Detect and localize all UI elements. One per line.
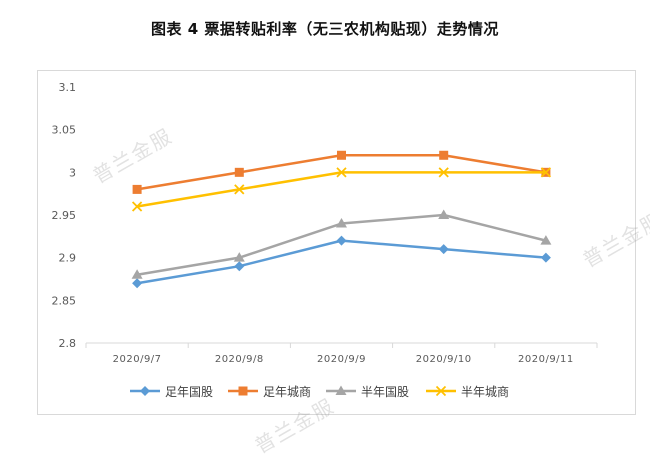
x-tick-label: 2020/9/8 — [215, 354, 264, 365]
data-point — [438, 209, 450, 219]
data-point — [439, 150, 449, 160]
y-tick-label: 2.9 — [59, 252, 77, 265]
data-point — [132, 184, 142, 194]
data-point — [540, 235, 552, 245]
data-point — [131, 269, 143, 279]
data-point — [234, 184, 245, 195]
y-tick-label: 2.8 — [59, 337, 77, 350]
x-tick-label: 2020/9/7 — [113, 354, 162, 365]
legend-label: 足年城商 — [263, 384, 311, 399]
legend-marker — [335, 385, 347, 395]
chart-frame — [37, 70, 636, 415]
legend-marker — [238, 386, 248, 396]
legend-label: 半年国股 — [361, 385, 409, 399]
data-point — [336, 167, 347, 178]
y-tick-label: 3 — [69, 166, 76, 179]
legend-label: 半年城商 — [461, 384, 509, 399]
legend-label: 足年国股 — [165, 385, 213, 399]
data-point — [131, 201, 143, 212]
x-tick-label: 2020/9/10 — [416, 354, 472, 365]
x-tick-label: 2020/9/9 — [317, 354, 366, 365]
y-tick-label: 3.1 — [59, 81, 77, 94]
data-point — [540, 167, 552, 178]
data-point — [337, 150, 346, 160]
y-tick-label: 3.05 — [52, 124, 77, 137]
line-chart: 2.8 2.85 2.9 2.95 3 3.05 3.1 2020/9/7 2020/9/8 20… — [52, 81, 598, 399]
y-tick-label: 2.85 — [52, 294, 77, 307]
data-point — [438, 244, 449, 255]
data-point — [234, 167, 244, 177]
legend-marker — [140, 386, 150, 396]
data-point — [132, 278, 143, 289]
data-point — [438, 167, 449, 178]
chart-title: 图表 4 票据转贴利率（无三农机构贴现）走势情况 — [151, 20, 499, 38]
data-point — [336, 218, 347, 228]
data-point — [540, 252, 551, 263]
data-point — [233, 252, 245, 262]
x-tick-label: 2020/9/11 — [518, 354, 574, 365]
series-line-4 — [136, 171, 546, 208]
y-tick-label: 2.95 — [52, 209, 77, 222]
data-point — [234, 261, 245, 272]
series-line-1 — [136, 239, 547, 285]
data-point — [336, 235, 347, 246]
legend-marker — [435, 385, 447, 397]
